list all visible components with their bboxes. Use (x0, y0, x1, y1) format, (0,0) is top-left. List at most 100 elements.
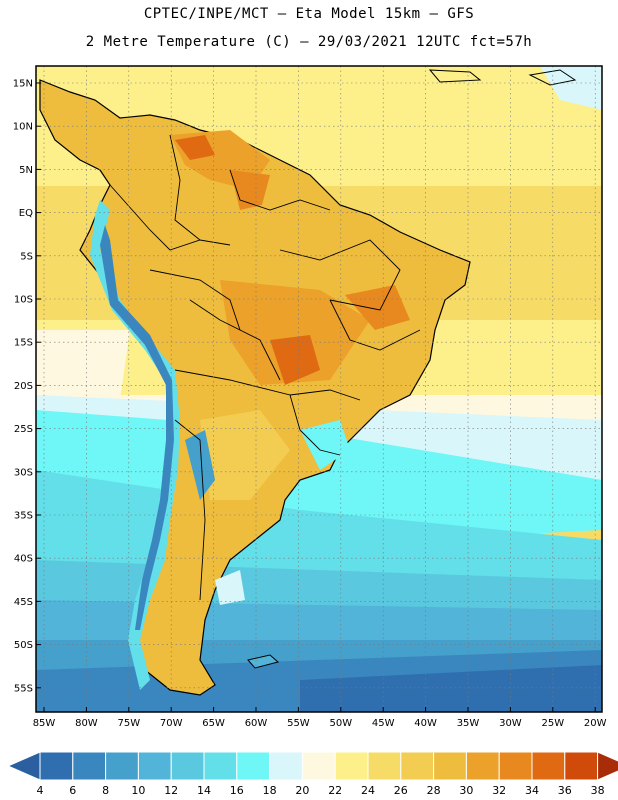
ocean-band-4-6 (300, 665, 602, 712)
lat-tick-label: 5S (20, 251, 33, 262)
lon-tick-label: 55W (287, 718, 310, 729)
lon-tick-label: 65W (202, 718, 225, 729)
map-field (36, 66, 602, 712)
pacific-cool-band (36, 330, 130, 400)
colorbar-swatch (137, 751, 172, 781)
lon-tick-label: 20W (584, 718, 607, 729)
colorbar-swatch (433, 751, 467, 781)
border-argentina-paraguay (174, 369, 301, 431)
colorbar-swatch (531, 751, 566, 781)
lesser-antilles (528, 69, 577, 86)
falkland-islands (247, 654, 280, 669)
lat-tick-label: 15S (14, 338, 33, 349)
colorbar-swatch (498, 751, 533, 781)
lat-tick-label: 50S (14, 640, 33, 651)
border-brazil-states-north (279, 239, 401, 311)
colorbar-tick-label: 4 (37, 784, 44, 797)
lat-tick-label: EQ (19, 208, 33, 219)
colorbar-high-arrow (597, 751, 618, 781)
hot-zone-core-north (175, 135, 215, 160)
colorbar-swatch (301, 751, 336, 781)
hot-zone-pantanal (270, 335, 320, 385)
lon-tick-label: 35W (457, 718, 480, 729)
colorbar-tick-label: 20 (295, 784, 309, 797)
temperature-colorbar: 4 6 8 10 12 14 16 18 20 22 24 26 28 30 32 34 36 38 (6, 751, 618, 797)
andes-cold-core (100, 225, 174, 630)
colorbar-swatch (269, 751, 303, 781)
lat-tick-label: 15N (13, 79, 33, 90)
lat-tick-label: 5N (19, 165, 33, 176)
colorbar-swatch (367, 751, 402, 781)
lon-tick-label: 85W (33, 718, 56, 729)
colorbar-tick-label: 30 (459, 784, 473, 797)
colorbar-tick-label: 12 (164, 784, 178, 797)
cool-zone-patagonia (215, 570, 245, 605)
colorbar-swatch (334, 751, 369, 781)
lon-tick-label: 45W (372, 718, 395, 729)
andes-cold-ridge (90, 200, 180, 690)
country-borders (109, 134, 421, 601)
colorbar-tick-label: 28 (427, 784, 441, 797)
colorbar-tick-label: 22 (328, 784, 342, 797)
colorbar-swatch (203, 751, 238, 781)
lat-tick-label: 35S (14, 511, 33, 522)
colorbar-tick-label: 24 (361, 784, 375, 797)
latitude-axis: 15N 10N 5N EQ 5S 10S 15S 20S 25S 30S 35S 40S 45S 50S 5… (13, 79, 41, 694)
colorbar-tick-label: 16 (230, 784, 244, 797)
colorbar-swatch (465, 751, 500, 781)
colorbar-swatch (170, 751, 205, 781)
lon-tick-label: 30W (499, 718, 522, 729)
lat-tick-label: 45S (14, 597, 33, 608)
lat-tick-label: 10N (13, 122, 33, 133)
lon-tick-label: 40W (414, 718, 437, 729)
border-chile-argentina (174, 419, 206, 601)
colorbar-tick-label: 36 (558, 784, 572, 797)
lat-tick-label: 55S (14, 683, 33, 694)
lon-tick-label: 60W (245, 718, 268, 729)
border-uruguay (299, 429, 341, 456)
lat-tick-label: 20S (14, 381, 33, 392)
border-guianas (229, 169, 331, 211)
cool-zone-south-brazil (300, 420, 350, 470)
hot-zone-east-brazil (345, 285, 410, 330)
longitude-axis: 85W 80W 75W 70W 65W 60W 55W 50W 45W 40W 35W 30W 25W 2… (33, 707, 607, 729)
colorbar-tick-label: 18 (263, 784, 277, 797)
border-brazil-south (289, 389, 361, 401)
colorbar-tick-label: 26 (394, 784, 408, 797)
colorbar-swatch (72, 751, 107, 781)
map-title-source: CPTEC/INPE/MCT – Eta Model 15km – GFS (143, 6, 475, 22)
map-frame (35, 65, 603, 713)
colorbar-tick-label: 32 (492, 784, 506, 797)
lat-tick-label: 30S (14, 467, 33, 478)
ocean-ne-corner (540, 66, 602, 110)
border-brazil-states-east (329, 299, 421, 351)
colorbar-swatch (39, 751, 74, 781)
lon-tick-label: 70W (160, 718, 183, 729)
lon-tick-label: 25W (541, 718, 564, 729)
colorbar-tick-label: 38 (591, 784, 605, 797)
caribbean-island (428, 69, 482, 83)
colorbar-swatch (400, 751, 435, 781)
lon-tick-label: 75W (117, 718, 140, 729)
border-colombia-venezuela (169, 134, 201, 241)
border-peru-brazil (149, 269, 241, 331)
colorbar-tick-label: 6 (69, 784, 76, 797)
lat-tick-label: 25S (14, 424, 33, 435)
colorbar-tick-label: 14 (197, 784, 211, 797)
colorbar-tick-label: 34 (525, 784, 539, 797)
colorbar-tick-label: 10 (131, 784, 145, 797)
colorbar-tick-label: 8 (102, 784, 109, 797)
border-bolivia (189, 299, 281, 381)
border-colombia-ecuador-peru (109, 184, 231, 251)
lat-tick-label: 10S (14, 295, 33, 306)
colorbar-low-arrow (6, 751, 41, 781)
colorbar-swatch (564, 751, 599, 781)
colorbar-swatch (105, 751, 139, 781)
map-title-variable: 2 Metre Temperature (C) – 29/03/2021 12U… (85, 34, 533, 50)
hot-zone-central-brazil (220, 280, 370, 385)
lon-tick-label: 50W (329, 718, 352, 729)
warm-zone-argentina (200, 410, 290, 500)
andes-peak-aconcagua (185, 430, 215, 500)
lon-tick-label: 80W (75, 718, 98, 729)
